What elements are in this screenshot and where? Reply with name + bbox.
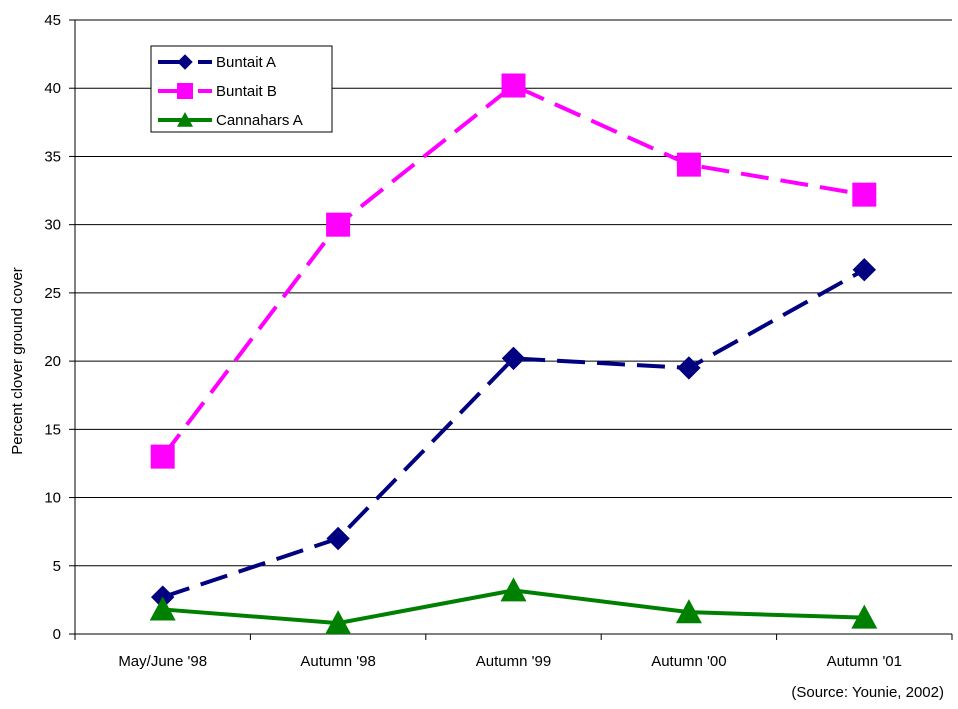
legend-label-buntait-b: Buntait B: [216, 83, 277, 100]
y-tick-label: 20: [44, 353, 61, 370]
legend: Buntait A Buntait B Cannahars A: [150, 45, 333, 133]
data-point-buntait-b: [852, 182, 877, 207]
series-line-buntait-b: [161, 83, 865, 458]
data-point-buntait-a: [677, 356, 701, 380]
data-point-buntait-a: [326, 526, 350, 551]
data-point-buntait-b: [326, 212, 351, 237]
x-tick-label: Autumn '00: [651, 653, 726, 670]
series-line-buntait-a: [162, 267, 866, 600]
axes: [69, 19, 953, 640]
y-tick-label: 15: [44, 421, 61, 438]
data-point-cannahars-a: [149, 596, 176, 621]
x-tick-label: May/June '98: [118, 653, 207, 670]
data-point-buntait-b: [676, 152, 701, 177]
source-note: (Source: Younie, 2002): [791, 684, 944, 701]
series-buntait-a: [150, 257, 877, 609]
legend-label-buntait-a: Buntait A: [216, 54, 276, 71]
y-axis-label: Percent clover ground cover: [9, 267, 26, 455]
y-tick-label: 40: [44, 80, 61, 97]
y-tick-label: 45: [44, 12, 61, 29]
gridlines: [75, 19, 952, 567]
legend-marker-cannahars-a: [177, 112, 193, 127]
x-tick-label: Autumn '01: [827, 653, 902, 670]
y-tick-label: 35: [44, 148, 61, 165]
data-point-cannahars-a: [851, 604, 878, 629]
data-point-buntait-b: [501, 73, 526, 98]
legend-marker-buntait-b: [177, 83, 193, 99]
data-series: [149, 73, 878, 635]
y-tick-label: 5: [53, 558, 61, 575]
y-tick-label: 30: [44, 217, 61, 234]
x-tick-label: Autumn '99: [476, 653, 551, 670]
x-tick-labels: May/June '98 Autumn '98 Autumn '99 Autumn '…: [118, 653, 902, 670]
y-tick-label: 25: [44, 285, 61, 302]
series-cannahars-a: [149, 577, 878, 635]
y-tick-label: 10: [44, 490, 61, 507]
y-tick-labels: 0 5 10 15 20 25 30 35 40 45: [44, 12, 61, 643]
x-tick-label: Autumn '98: [300, 653, 375, 670]
y-tick-label: 0: [53, 626, 61, 643]
data-point-buntait-a: [501, 346, 526, 371]
data-point-buntait-a: [852, 257, 877, 282]
data-point-cannahars-a: [500, 577, 527, 602]
data-point-cannahars-a: [675, 599, 702, 624]
data-point-cannahars-a: [325, 610, 352, 635]
data-point-buntait-b: [150, 444, 175, 469]
legend-marker-buntait-a: [177, 54, 193, 70]
series-buntait-b: [150, 73, 877, 469]
legend-label-cannahars-a: Cannahars A: [216, 112, 303, 129]
